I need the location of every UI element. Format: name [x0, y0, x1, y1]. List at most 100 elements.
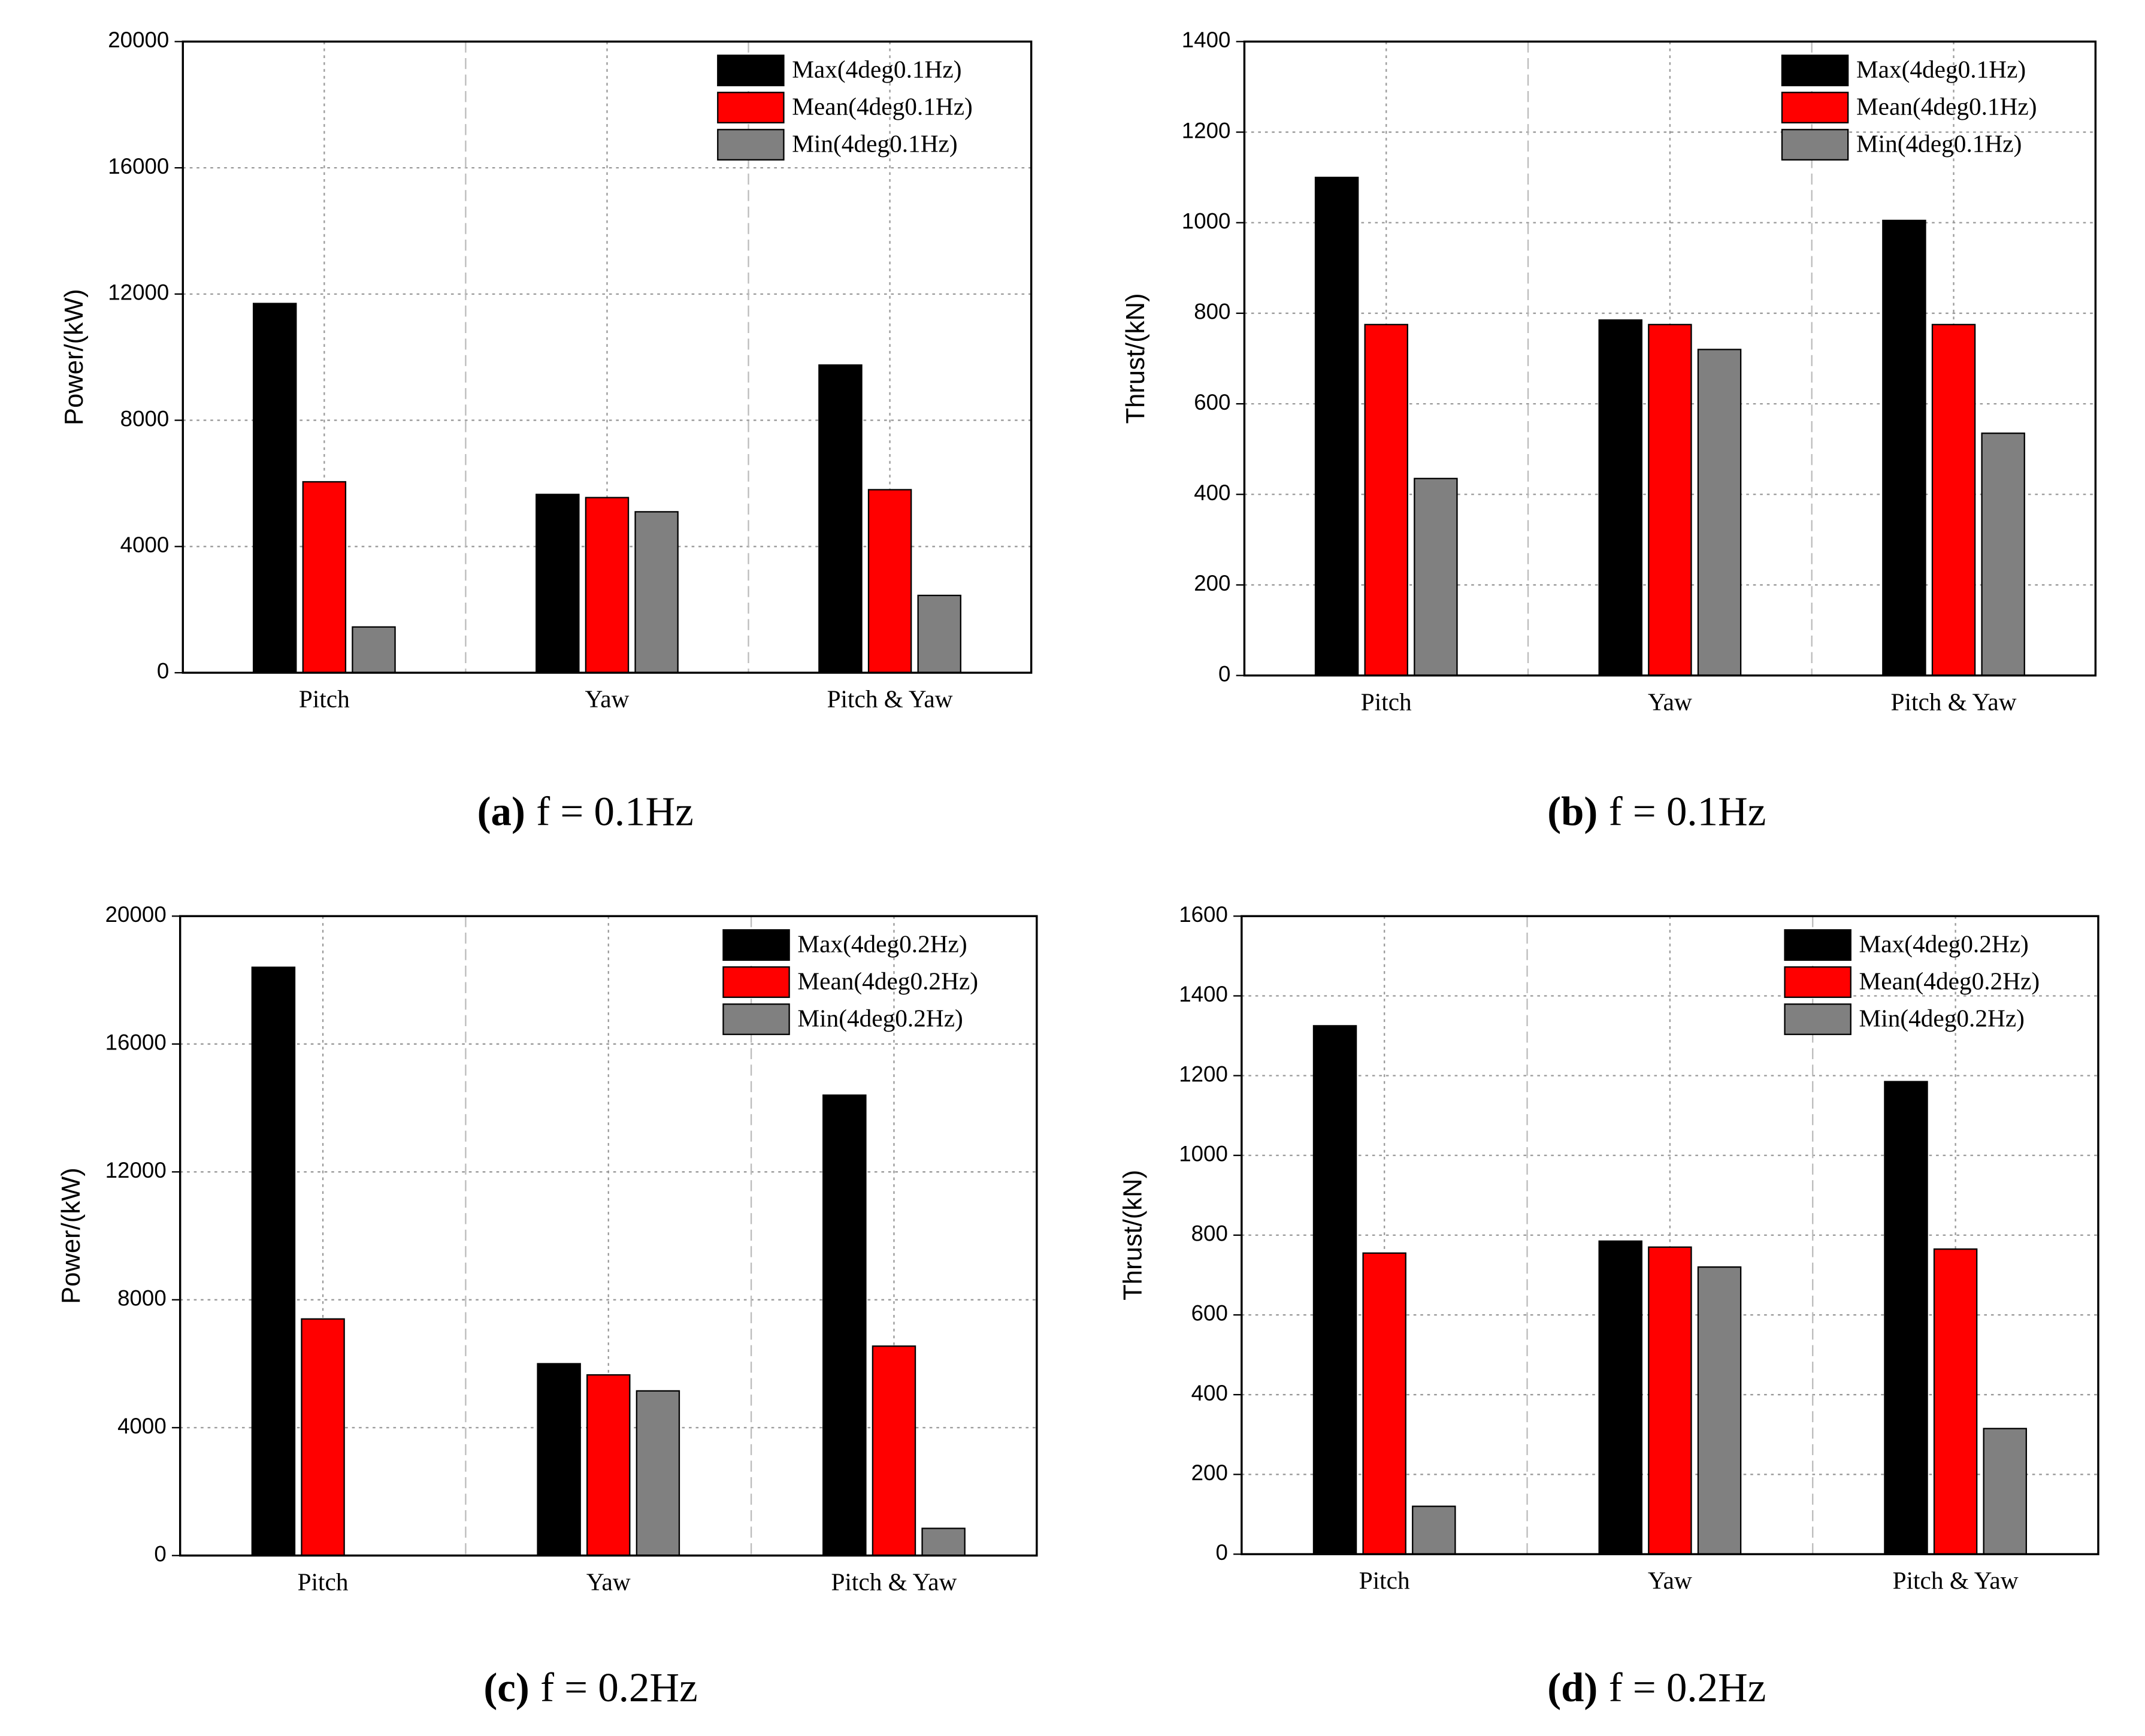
- chart-panel: 0 200 400 600 800 1000 1200 1400 1600 Pitch Yaw Pit…: [1118, 902, 2099, 1710]
- y-tick-label: 8000: [120, 406, 170, 431]
- y-tick-label: 4000: [120, 533, 170, 557]
- y-axis-label: Thrust/(kN): [1118, 1170, 1147, 1301]
- bar: [634, 511, 679, 674]
- legend-label: Mean(4deg0.2Hz): [797, 967, 978, 995]
- bar: [251, 966, 296, 1556]
- y-tick-label: 600: [1191, 1301, 1228, 1326]
- y-tick-label: 0: [1218, 661, 1230, 686]
- y-tick-label: 0: [157, 659, 169, 683]
- y-tick-label: 200: [1191, 1460, 1228, 1485]
- x-tick-label: Pitch & Yaw: [827, 685, 953, 713]
- caption-label: (b): [1547, 789, 1598, 834]
- legend-label: Min(4deg0.1Hz): [792, 129, 957, 158]
- bar: [818, 364, 863, 674]
- plot-frame: [181, 40, 1033, 674]
- legend-label: Max(4deg0.2Hz): [1859, 930, 2029, 958]
- legend-label: Max(4deg0.2Hz): [797, 930, 967, 958]
- legend-label: Min(4deg0.2Hz): [797, 1004, 963, 1032]
- bar: [301, 1318, 345, 1556]
- bar: [867, 489, 912, 674]
- legend-label: Max(4deg0.1Hz): [1856, 55, 2026, 83]
- x-tick-label: Yaw: [1648, 1566, 1692, 1594]
- y-tick-label: 200: [1194, 571, 1230, 595]
- caption-label: (d): [1547, 1665, 1598, 1710]
- y-tick-label: 1200: [1182, 118, 1231, 143]
- bar: [1648, 1246, 1692, 1555]
- bar: [917, 594, 961, 674]
- x-tick-label: Pitch: [1359, 1566, 1410, 1594]
- bar: [1882, 219, 1926, 676]
- bar: [1414, 477, 1458, 676]
- x-tick-label: Pitch: [1361, 688, 1412, 715]
- x-tick-label: Pitch: [299, 685, 350, 713]
- bar: [537, 1363, 581, 1556]
- legend-swatch: [722, 929, 790, 961]
- legend-swatch: [1781, 129, 1849, 161]
- bar: [1697, 1266, 1742, 1555]
- bar: [1412, 1505, 1456, 1555]
- bar: [822, 1094, 867, 1556]
- legend-swatch: [717, 92, 785, 123]
- x-tick-label: Pitch: [298, 1568, 349, 1595]
- x-tick-label: Yaw: [585, 685, 630, 713]
- y-tick-label: 4000: [117, 1414, 167, 1438]
- x-tick-label: Pitch & Yaw: [1893, 1566, 2019, 1594]
- legend-label: Min(4deg0.2Hz): [1859, 1004, 2025, 1032]
- legend-swatch: [722, 1003, 790, 1035]
- bar: [1312, 1025, 1357, 1555]
- x-tick-label: Pitch & Yaw: [831, 1568, 957, 1595]
- y-tick-label: 800: [1194, 300, 1230, 324]
- chart-panel: 0 200 400 600 800 1000 1200 1400 Pitch Yaw Pitch &…: [1121, 28, 2097, 834]
- y-axis-label: Thrust/(kN): [1121, 293, 1150, 424]
- chart-panel: 0 4000 8000 12000 16000 20000 Pitch Yaw Pitch & …: [60, 28, 1033, 834]
- y-tick-label: 16000: [105, 1030, 167, 1055]
- bar: [585, 497, 630, 674]
- x-tick-label: Yaw: [586, 1568, 631, 1595]
- bar: [1364, 323, 1408, 676]
- x-tick-label: Yaw: [1648, 688, 1692, 715]
- bar: [1981, 433, 2025, 676]
- caption-label: (c): [483, 1665, 529, 1710]
- plot-frame: [1243, 40, 2097, 677]
- y-axis-label: Power/(kW): [57, 1168, 86, 1304]
- y-tick-label: 1000: [1179, 1141, 1228, 1166]
- legend-swatch: [1784, 1003, 1851, 1035]
- legend-label: Mean(4deg0.1Hz): [1856, 92, 2037, 120]
- bar: [1648, 323, 1692, 676]
- plot-frame: [1241, 915, 2099, 1556]
- bar: [302, 481, 347, 674]
- plot-frame: [179, 915, 1038, 1557]
- y-tick-label: 0: [1215, 1540, 1227, 1565]
- y-tick-label: 400: [1194, 480, 1230, 505]
- y-tick-label: 12000: [108, 280, 169, 305]
- y-tick-label: 20000: [108, 28, 169, 52]
- y-axis-label: Power/(kW): [60, 289, 89, 425]
- y-tick-label: 400: [1191, 1381, 1228, 1405]
- bar: [252, 303, 297, 674]
- bar: [872, 1345, 916, 1556]
- legend-label: Min(4deg0.1Hz): [1856, 129, 2022, 158]
- chart-panel: 0 4000 8000 12000 16000 20000 Pitch Yaw Pitch & …: [57, 902, 1038, 1710]
- caption: f = 0.2Hz: [540, 1665, 698, 1710]
- bar: [1362, 1252, 1406, 1555]
- bar: [1884, 1081, 1928, 1555]
- y-tick-label: 1600: [1179, 902, 1228, 927]
- bar: [1314, 177, 1359, 676]
- legend-label: Mean(4deg0.2Hz): [1859, 967, 2040, 995]
- x-tick-label: Pitch & Yaw: [1891, 688, 2017, 715]
- legend-swatch: [1784, 929, 1851, 961]
- legend-swatch: [1781, 92, 1849, 123]
- bar: [352, 626, 396, 674]
- y-tick-label: 1200: [1179, 1061, 1228, 1086]
- y-tick-label: 1000: [1182, 208, 1231, 233]
- y-tick-label: 1400: [1182, 28, 1231, 52]
- y-tick-label: 600: [1194, 390, 1230, 415]
- bar: [586, 1374, 631, 1556]
- legend-swatch: [1781, 55, 1849, 87]
- legend-swatch: [1784, 966, 1851, 998]
- bar: [1697, 349, 1742, 676]
- bar: [1598, 319, 1642, 676]
- y-tick-label: 8000: [117, 1286, 167, 1310]
